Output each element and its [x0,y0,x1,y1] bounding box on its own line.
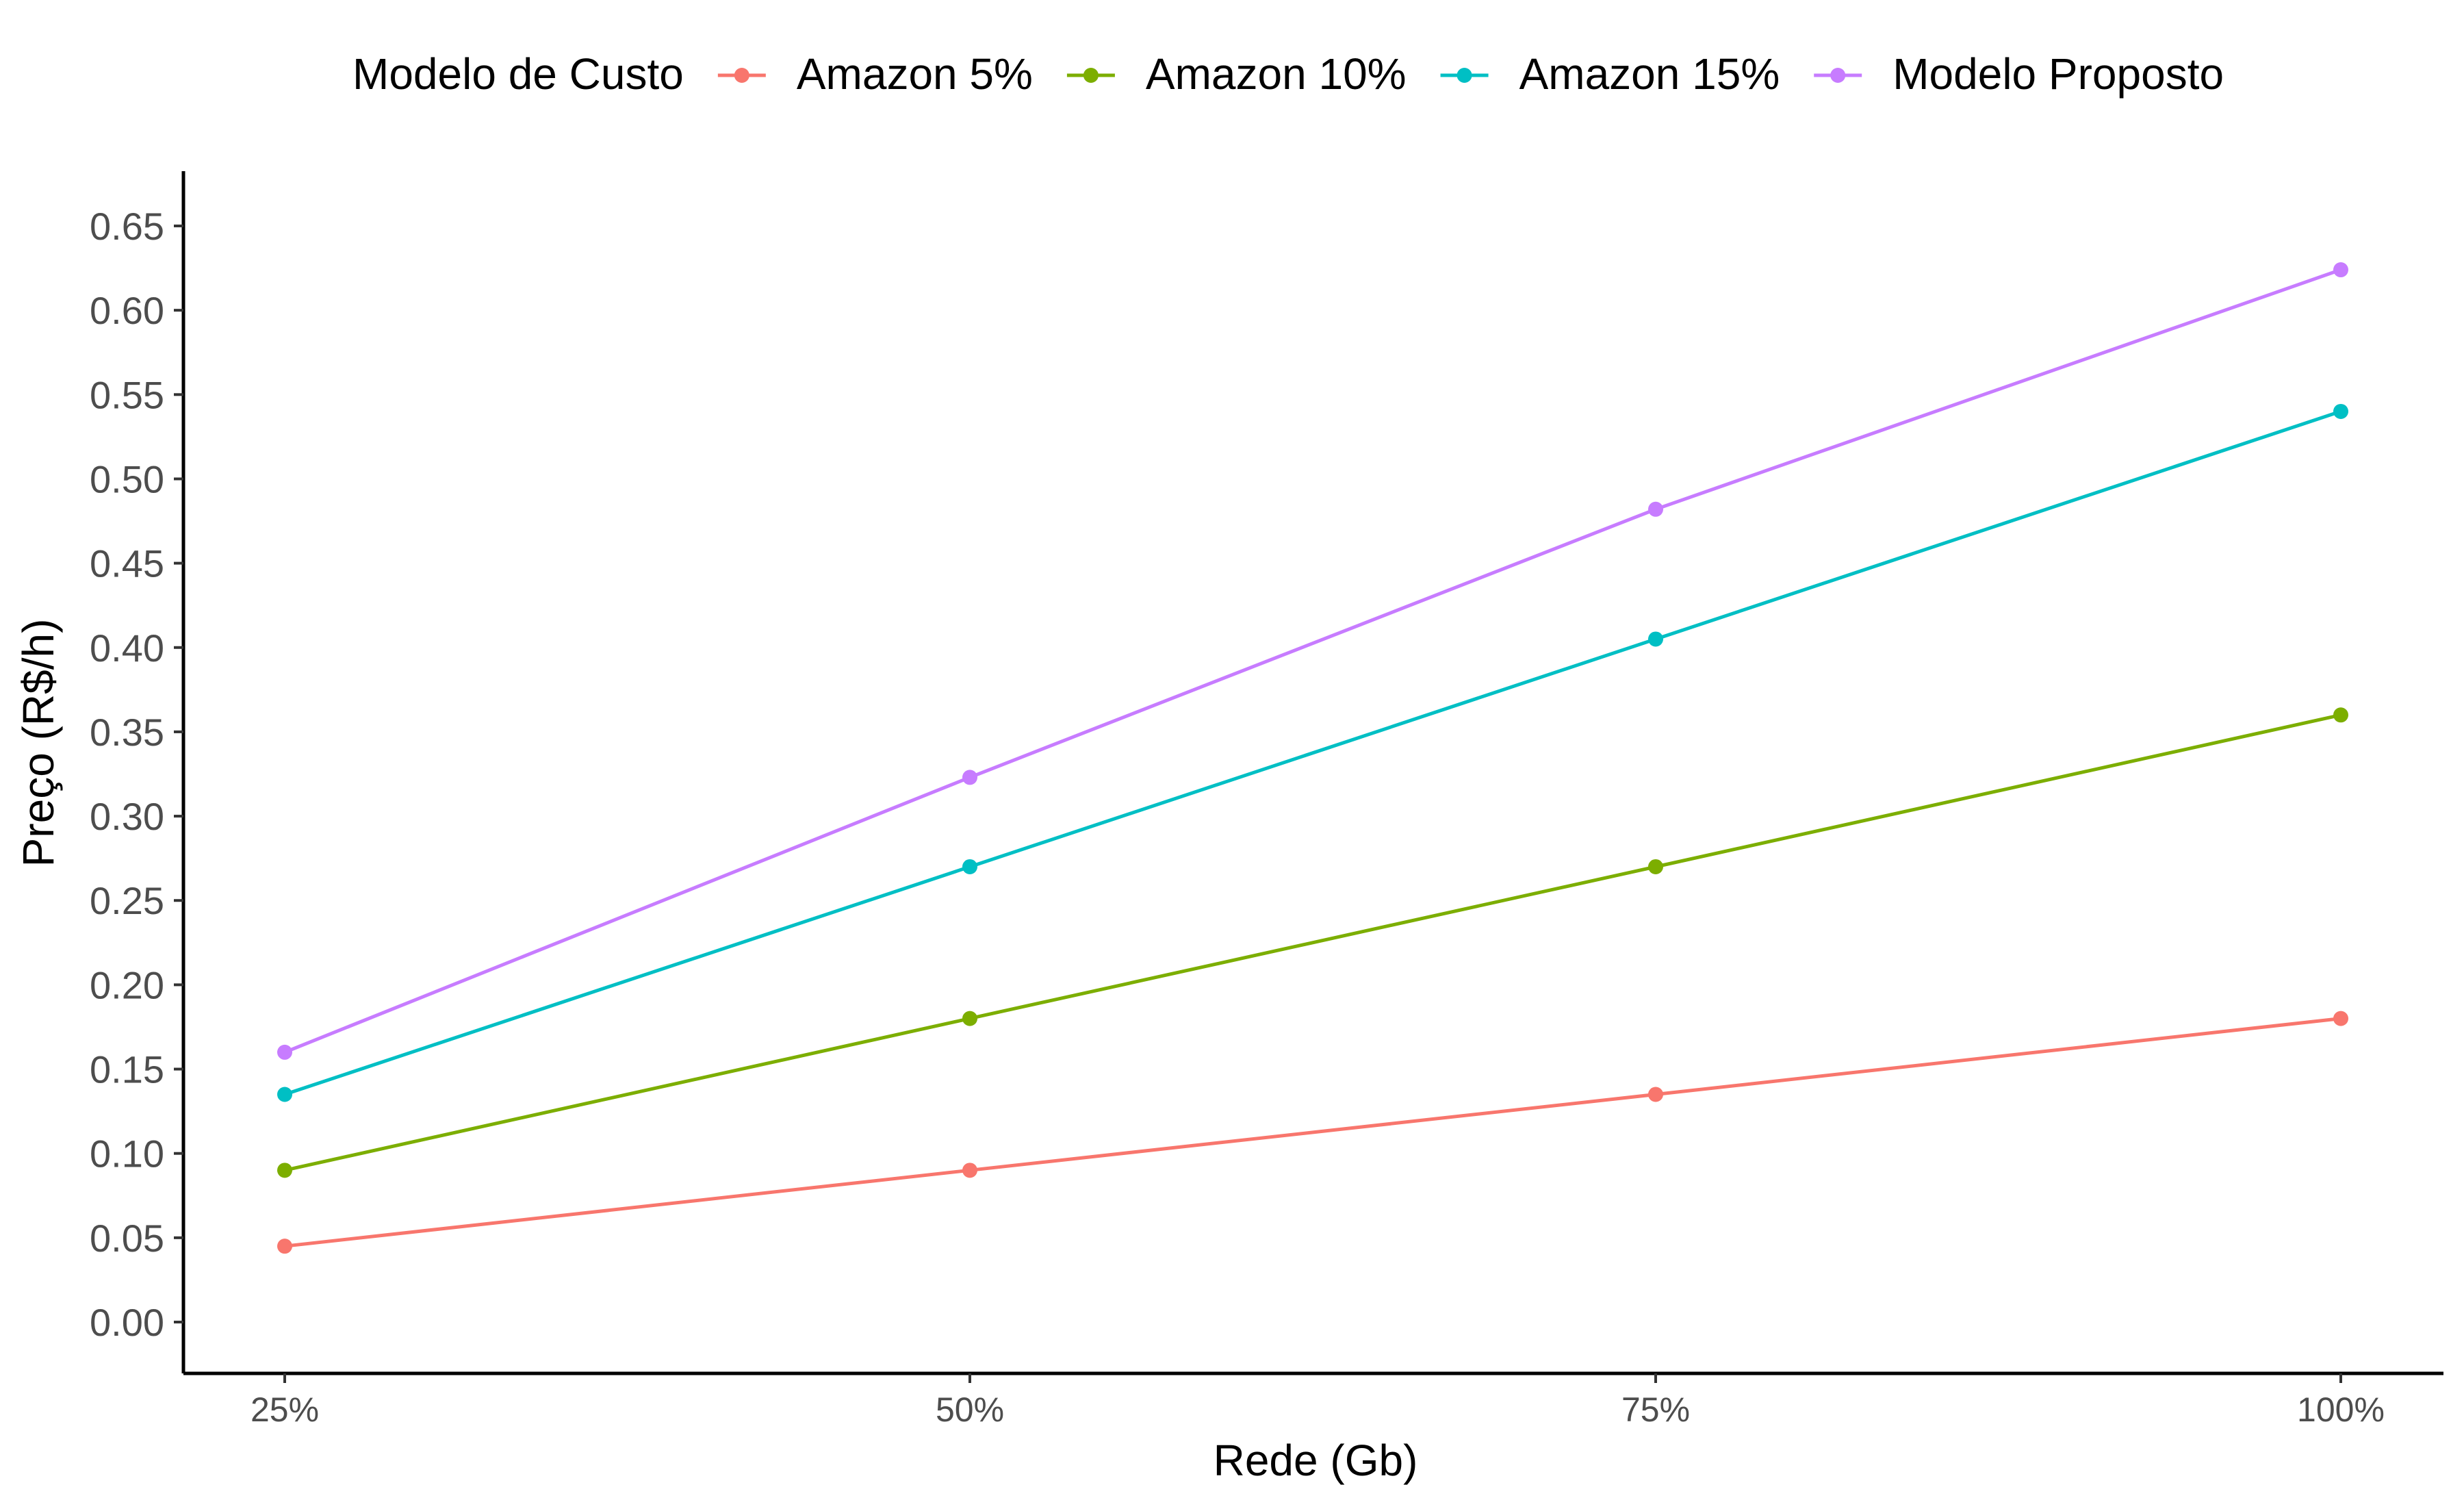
legend-label: Modelo Proposto [1892,49,2224,99]
data-point [277,1163,292,1178]
legend-key-point [1083,68,1099,83]
y-tick-label: 0.55 [90,373,164,416]
y-tick-label: 0.05 [90,1217,164,1260]
y-tick-label: 0.00 [90,1301,164,1344]
legend: Modelo de Custo Amazon 5% Amazon 10% Amazo… [352,49,2224,99]
y-tick-label: 0.60 [90,289,164,332]
data-point [2333,262,2348,278]
data-point [1648,631,1663,647]
y-tick-label: 0.30 [90,795,164,838]
legend-item: Amazon 10% [1066,49,1407,99]
series-line [284,713,2341,1172]
legend-key-point [1456,68,1472,83]
data-point [962,1163,977,1178]
y-tick-label: 0.10 [90,1132,164,1176]
plot-area [277,262,2348,1254]
x-tick-label: 75% [1621,1391,1690,1429]
data-point [2333,707,2348,723]
data-point [2333,1011,2348,1026]
series-line [284,268,2341,1054]
data-point [1648,859,1663,874]
y-axis-title: Preço (R$/h) [14,619,63,867]
y-tick-label: 0.65 [90,205,164,248]
legend-title: Modelo de Custo [352,49,684,99]
x-axis: 25% 50% 75% 100% [183,1371,2443,1429]
data-point [962,859,977,874]
y-axis: 0.00 0.05 0.10 0.15 0.20 0.25 0.30 0.35 0.40 0.45… [90,171,185,1373]
legend-item: Amazon 15% [1440,49,1780,99]
data-point [1648,1087,1663,1102]
y-tick-label: 0.35 [90,711,164,754]
legend-key-point [1830,68,1846,83]
series-line [284,1017,2341,1248]
data-point [2333,403,2348,419]
legend-label: Amazon 10% [1146,49,1407,99]
data-point [962,1011,977,1026]
legend-key-point [734,68,749,83]
series-amazon-5- [277,1011,2348,1254]
y-tick-label: 0.25 [90,879,164,922]
series-amazon-15- [277,403,2348,1102]
data-point [1648,501,1663,517]
data-point [277,1239,292,1254]
legend-item: Amazon 5% [717,49,1033,99]
data-point [277,1044,292,1060]
y-tick-label: 0.15 [90,1048,164,1091]
x-tick-label: 100% [2297,1391,2385,1429]
series-modelo-proposto [277,262,2348,1060]
x-tick-label: 50% [936,1391,1004,1429]
y-tick-label: 0.40 [90,626,164,670]
legend-label: Amazon 15% [1519,49,1780,99]
y-tick-label: 0.45 [90,542,164,585]
series-amazon-10- [277,707,2348,1178]
series-line [284,409,2341,1096]
y-tick-label: 0.20 [90,963,164,1006]
legend-item: Modelo Proposto [1814,49,2224,99]
x-axis-title: Rede (Gb) [1214,1436,1418,1485]
x-tick-label: 25% [251,1391,319,1429]
y-tick-label: 0.50 [90,457,164,500]
data-point [277,1087,292,1102]
legend-label: Amazon 5% [797,49,1033,99]
data-point [962,770,977,785]
